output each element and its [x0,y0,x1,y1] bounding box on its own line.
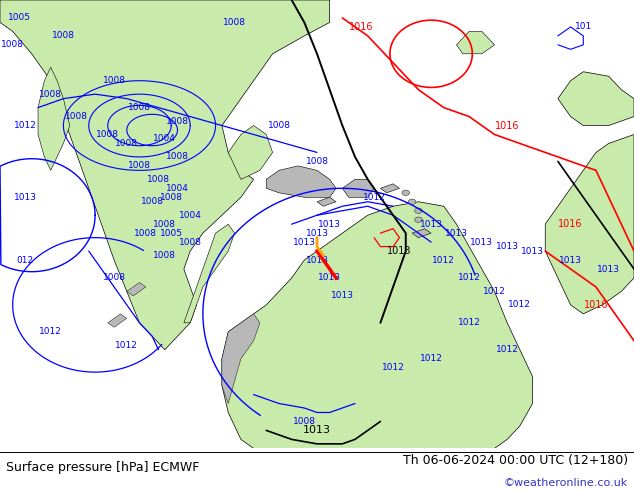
Text: 1004: 1004 [179,211,202,220]
Text: 1016: 1016 [349,22,373,32]
Text: 012: 012 [16,256,34,265]
Polygon shape [0,0,330,350]
Text: 1008: 1008 [128,161,151,171]
Text: 1008: 1008 [153,251,176,260]
Polygon shape [317,197,336,206]
Text: 1008: 1008 [39,90,62,98]
Polygon shape [266,166,336,197]
Circle shape [402,190,410,196]
Text: 1013: 1013 [318,220,341,229]
Polygon shape [222,314,260,404]
Polygon shape [456,31,495,54]
Text: 1012: 1012 [458,273,481,282]
Text: 1012: 1012 [508,300,531,309]
Text: 1012: 1012 [115,341,138,350]
Text: 1004: 1004 [166,184,189,193]
Text: 1008: 1008 [141,197,164,206]
Text: 1004: 1004 [153,134,176,144]
Text: 1013: 1013 [303,425,331,436]
Text: 1012: 1012 [432,256,455,265]
Text: 1008: 1008 [128,103,151,112]
Text: 1013: 1013 [14,193,37,202]
Text: 1008: 1008 [103,76,126,85]
Text: 1005: 1005 [8,13,30,23]
Text: 1013: 1013 [470,238,493,246]
Text: 1013: 1013 [597,265,620,273]
Text: ©weatheronline.co.uk: ©weatheronline.co.uk [503,477,628,488]
Text: 1012: 1012 [382,363,404,372]
Text: Surface pressure [hPa] ECMWF: Surface pressure [hPa] ECMWF [6,461,200,474]
Text: 1008: 1008 [179,238,202,246]
Polygon shape [558,72,634,125]
Text: 1005: 1005 [160,229,183,238]
Polygon shape [108,314,127,327]
Polygon shape [184,224,235,323]
Text: 1013: 1013 [306,229,328,238]
Polygon shape [38,67,70,171]
Text: 1008: 1008 [96,130,119,139]
Text: 1012: 1012 [420,354,443,363]
Text: 1016: 1016 [559,219,583,229]
Text: 1013: 1013 [420,220,443,229]
Text: 1013: 1013 [559,256,582,265]
Text: 1013: 1013 [318,273,341,282]
Text: 1008: 1008 [293,417,316,426]
Text: 1008: 1008 [134,229,157,238]
Circle shape [408,199,416,204]
Polygon shape [342,179,374,197]
Text: 1008: 1008 [147,175,170,184]
Text: 1008: 1008 [153,220,176,229]
Text: 1013: 1013 [445,229,468,238]
Polygon shape [412,229,431,238]
Circle shape [415,208,422,214]
Text: 1008: 1008 [115,139,138,148]
Text: 1012: 1012 [496,345,519,354]
Text: 1013: 1013 [331,292,354,300]
Text: Th 06-06-2024 00:00 UTC (12+180): Th 06-06-2024 00:00 UTC (12+180) [403,454,628,467]
Text: 1008: 1008 [103,273,126,282]
Text: 1012: 1012 [458,318,481,327]
Text: 1008: 1008 [166,117,189,125]
Text: 1013: 1013 [293,238,316,246]
Text: 1012: 1012 [363,193,385,202]
Text: 1008: 1008 [1,40,24,49]
Text: 1013: 1013 [387,246,411,256]
Text: 101: 101 [574,23,592,31]
Text: 1008: 1008 [306,157,328,166]
Text: 1013: 1013 [521,246,544,256]
Polygon shape [380,184,399,193]
Polygon shape [127,282,146,296]
Text: 1012: 1012 [39,327,62,336]
Text: 1008: 1008 [223,18,246,27]
Text: 1016: 1016 [495,121,519,130]
Polygon shape [228,125,273,179]
Polygon shape [545,135,634,314]
Text: 1008: 1008 [160,193,183,202]
Polygon shape [222,202,533,448]
Text: 1012: 1012 [14,121,37,130]
Text: 1008: 1008 [268,121,290,130]
Circle shape [415,217,422,222]
Text: 1008: 1008 [52,31,75,40]
Text: 1016: 1016 [584,300,608,310]
Text: 1013: 1013 [496,242,519,251]
Text: 1008: 1008 [166,152,189,161]
Text: 1008: 1008 [65,112,87,121]
Text: 1013: 1013 [306,256,328,265]
Text: 1012: 1012 [483,287,506,296]
